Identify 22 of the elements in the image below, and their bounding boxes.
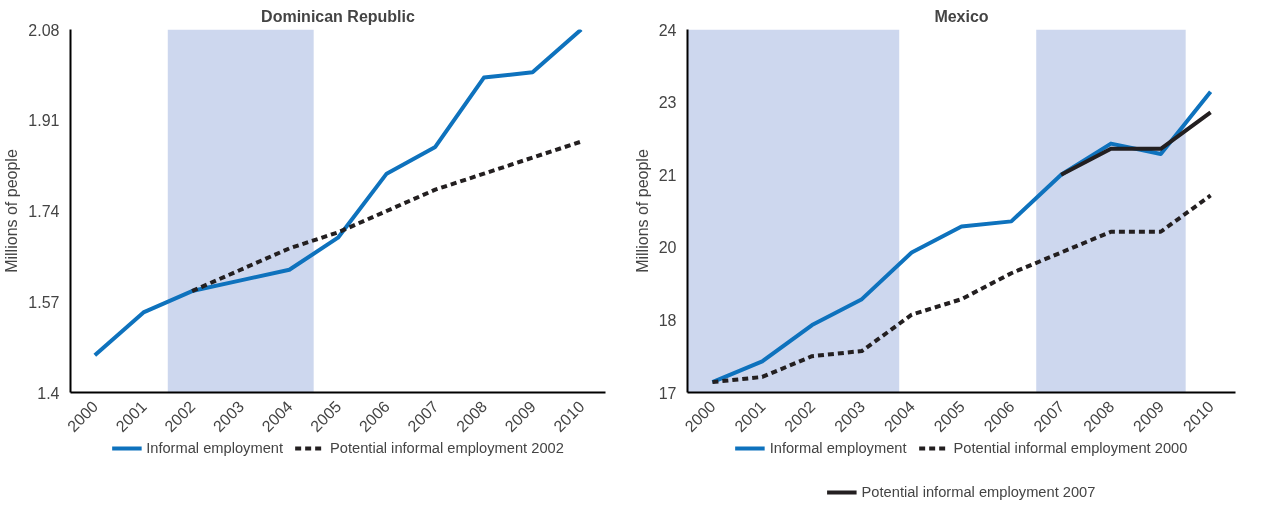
chart-title: Dominican Republic <box>261 7 415 25</box>
y-axis-title: Millions of people <box>3 149 21 273</box>
legend-label: Potential informal employment 2007 <box>861 484 1096 500</box>
y-tick-label: 1.4 <box>37 384 60 402</box>
y-tick-label: 23 <box>658 94 677 112</box>
legend-label: Potential informal employment 2000 <box>953 440 1188 456</box>
y-tick-label: 20 <box>658 239 677 257</box>
y-tick-label: 24 <box>658 21 677 39</box>
chart-title: Mexico <box>934 7 989 25</box>
line-series <box>710 193 1213 385</box>
y-axis-title: Millions of people <box>633 149 651 273</box>
y-tick-label: 1.91 <box>28 112 60 130</box>
y-tick-label: 1.57 <box>28 293 60 311</box>
y-tick-label: 17 <box>658 384 677 402</box>
y-tick-label: 2.08 <box>28 21 60 39</box>
y-tick-label: 1.74 <box>28 203 60 220</box>
legend-label: Potential informal employment 2002 <box>330 440 564 456</box>
legend-label: Informal employment <box>146 440 284 456</box>
legend-label: Informal employment <box>769 440 907 456</box>
line-series <box>92 29 584 358</box>
y-tick-label: 21 <box>658 166 677 184</box>
y-tick-label: 18 <box>658 311 677 329</box>
